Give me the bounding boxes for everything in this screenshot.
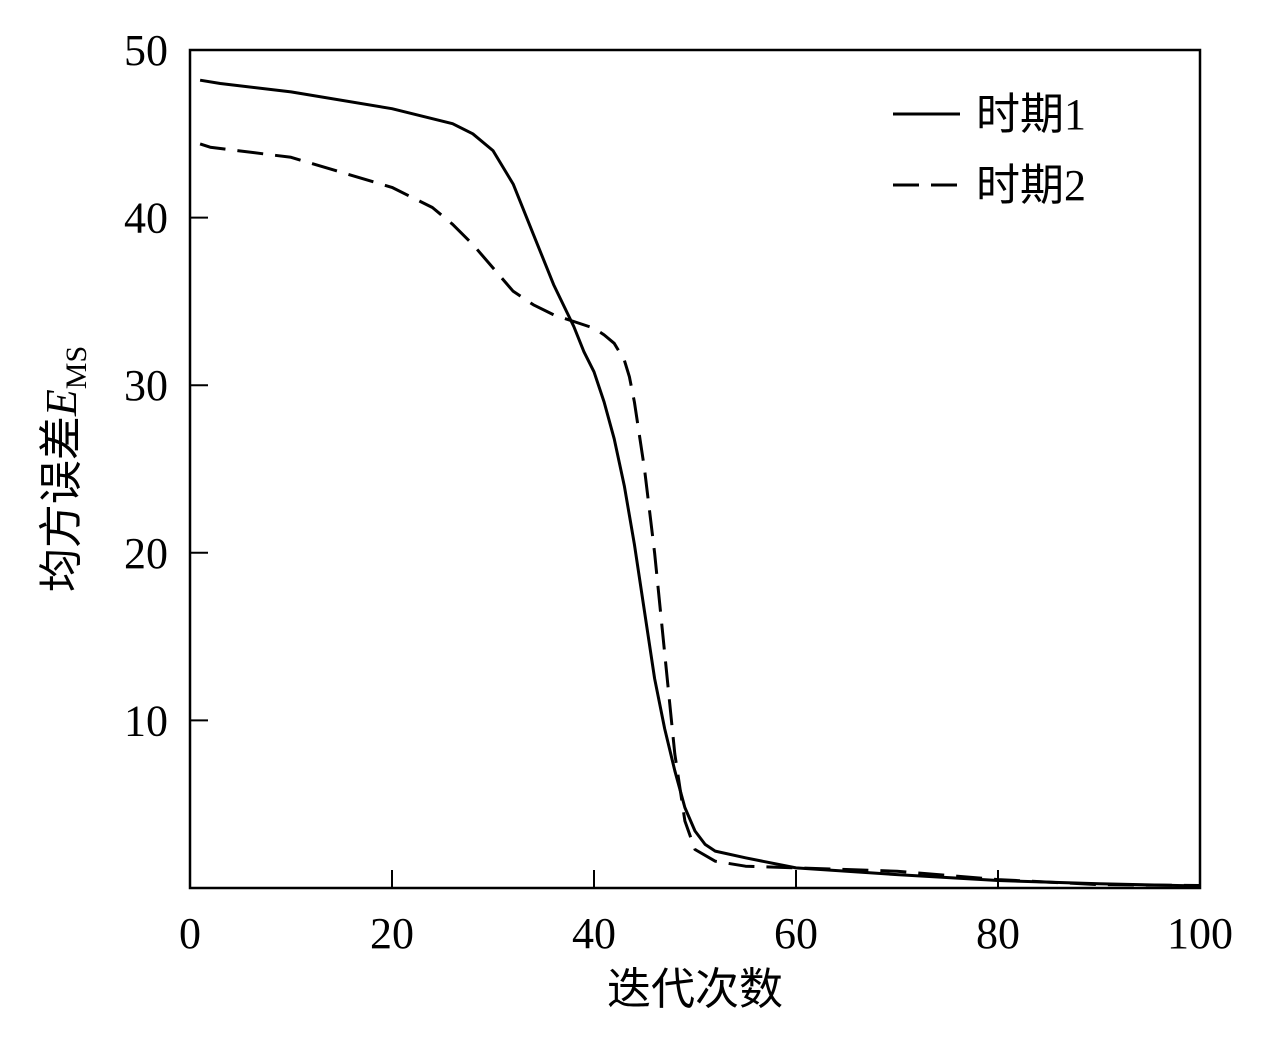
ticks-layer: 0 20 40 60 80 100 10 20 30 40 50 [124, 26, 1233, 958]
y-tick-label: 40 [124, 194, 168, 243]
y-tick-label: 20 [124, 529, 168, 578]
y-tick-label: 10 [124, 696, 168, 745]
y-axis-title-main: 均方误差 [37, 416, 86, 592]
y-axis-title: 均方误差EMS [37, 346, 93, 592]
series-line-1 [199, 78, 1201, 888]
x-axis-title: 迭代次数 [607, 965, 783, 1014]
x-tick-label: 0 [179, 909, 201, 958]
x-tick-label: 20 [370, 909, 414, 958]
series-layer [199, 78, 1201, 888]
x-tick-label: 60 [774, 909, 818, 958]
y-axis-title-subscript: MS [60, 346, 93, 389]
x-tick-label: 80 [976, 909, 1020, 958]
series-line-2 [199, 142, 1201, 887]
y-tick-label: 30 [124, 361, 168, 410]
y-tick-label: 50 [124, 26, 168, 75]
y-axis-title-symbol: E [37, 389, 86, 417]
legend-label-2: 时期2 [976, 161, 1086, 210]
x-tick-label: 100 [1167, 909, 1233, 958]
plot-area-frame [188, 48, 1202, 890]
x-tick-label: 40 [572, 909, 616, 958]
legend-label-1: 时期1 [976, 90, 1086, 139]
